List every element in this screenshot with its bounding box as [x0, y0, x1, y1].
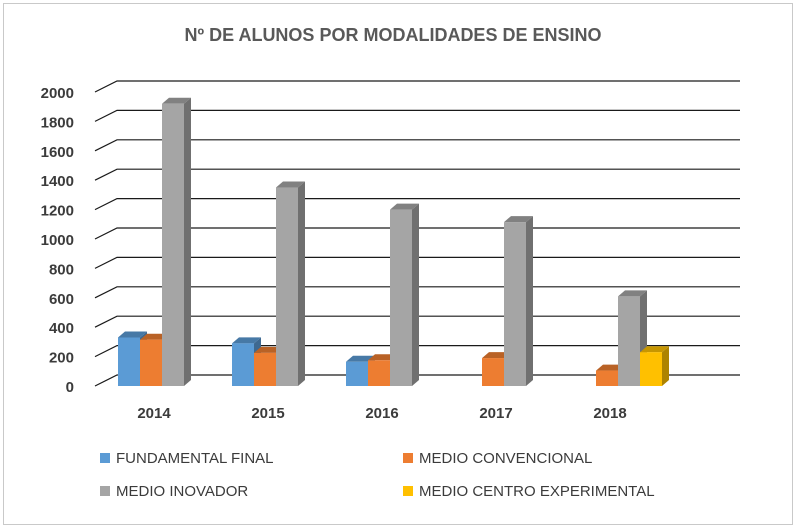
bar-front [254, 352, 276, 386]
x-category-label: 2018 [593, 405, 626, 422]
bar-front [118, 337, 140, 386]
grid-line [94, 198, 740, 211]
bar-top [346, 355, 375, 362]
legend-item: MEDIO CENTRO EXPERIMENTAL [403, 483, 655, 500]
legend-label: MEDIO CENTRO EXPERIMENTAL [419, 483, 655, 500]
bars [118, 97, 669, 386]
bar-front [368, 360, 390, 386]
grid-line [94, 109, 740, 122]
y-axis-tick-labels: 0 200 400 600 800 1000 1200 1400 1600 1800 2000 [41, 85, 74, 396]
bar-top [482, 352, 511, 359]
legend-item: FUNDAMENTAL FINAL [100, 450, 274, 467]
y-tick-label: 1200 [41, 203, 74, 220]
bar-front [390, 209, 412, 386]
y-tick-label: 2000 [41, 85, 74, 102]
y-tick-label: 1800 [41, 114, 74, 131]
bar-top [368, 354, 397, 361]
legend-item: MEDIO CONVENCIONAL [403, 450, 592, 467]
bar-front [232, 343, 254, 386]
y-tick-label: 200 [49, 350, 74, 367]
legend: FUNDAMENTAL FINAL MEDIO CONVENCIONAL MEDIO… [100, 450, 655, 500]
x-category-label: 2017 [479, 405, 512, 422]
bar-top [640, 346, 669, 353]
legend-swatch [403, 486, 413, 496]
legend-label: FUNDAMENTAL FINAL [116, 450, 274, 467]
y-tick-label: 400 [49, 320, 74, 337]
x-category-label: 2014 [137, 405, 171, 422]
bar [162, 97, 191, 386]
bar-top [276, 181, 305, 188]
legend-label: MEDIO INOVADOR [116, 483, 248, 500]
legend-swatch [100, 453, 110, 463]
bar [504, 216, 533, 386]
bar [390, 203, 419, 386]
y-tick-label: 1400 [41, 173, 74, 190]
bar-top [596, 364, 625, 371]
x-category-label: 2015 [251, 405, 284, 422]
legend-swatch [100, 486, 110, 496]
bar-front [276, 187, 298, 386]
bar-front [482, 358, 504, 386]
bar [640, 346, 669, 386]
bar-side [184, 97, 191, 386]
legend-label: MEDIO CONVENCIONAL [419, 450, 592, 467]
bar-top [618, 290, 647, 297]
bar-top [162, 97, 191, 104]
bar-top [140, 333, 169, 340]
bar-front [640, 352, 662, 386]
x-axis-category-labels: 2014 2015 2016 2017 2018 [137, 405, 626, 422]
y-tick-label: 1000 [41, 232, 74, 249]
chart-title: Nº DE ALUNOS POR MODALIDADES DE ENSINO [185, 25, 602, 45]
y-tick-label: 800 [49, 261, 74, 278]
bar-front [504, 222, 526, 386]
legend-item: MEDIO INOVADOR [100, 483, 248, 500]
bar-top [390, 203, 419, 210]
y-tick-label: 600 [49, 291, 74, 308]
grid-line [94, 168, 740, 181]
grid-line [94, 139, 740, 152]
bar-front [596, 370, 618, 386]
y-tick-label: 1600 [41, 144, 74, 161]
bar-front [618, 296, 640, 386]
bar-top [504, 216, 533, 223]
bar-side [662, 346, 669, 386]
bar-side [298, 181, 305, 386]
y-tick-label: 0 [66, 379, 74, 396]
bar-front [346, 361, 368, 386]
bar-top [232, 337, 261, 344]
x-category-label: 2016 [365, 405, 398, 422]
bar-side [412, 203, 419, 386]
bar-top [118, 331, 147, 338]
bar-front [162, 103, 184, 386]
legend-swatch [403, 453, 413, 463]
bar [276, 181, 305, 386]
bar-top [254, 346, 283, 353]
grid-line [94, 80, 740, 93]
bar-side [526, 216, 533, 386]
bar-front [140, 339, 162, 386]
